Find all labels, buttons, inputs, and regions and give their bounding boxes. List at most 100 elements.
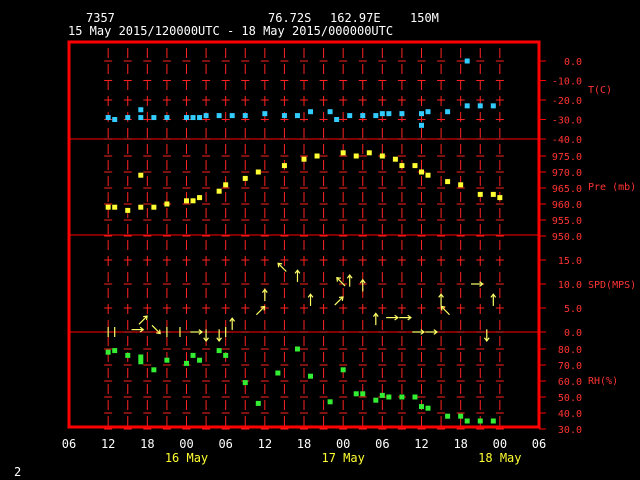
temperature-series: [105, 58, 496, 128]
wind-arrowhead: [438, 293, 444, 298]
pressure-point: [314, 153, 320, 159]
x-tick-label: 18: [453, 437, 467, 451]
pressure-point: [419, 169, 424, 175]
rh-point: [373, 397, 379, 403]
wind-arrowhead: [198, 329, 204, 335]
rh-point: [242, 380, 248, 386]
rh-point: [353, 391, 359, 397]
temp-point: [112, 117, 118, 122]
temp-point: [425, 109, 431, 115]
x-tick-label: 12: [414, 437, 428, 451]
y-tick-label: 5.0: [564, 304, 582, 315]
panel-label-temp: T(C): [588, 85, 612, 96]
rh-point: [223, 352, 229, 358]
wind-arrowhead: [359, 278, 366, 284]
rh-point: [112, 348, 118, 354]
rh-point: [379, 392, 385, 398]
temp-point: [490, 103, 496, 109]
pressure-point: [340, 150, 346, 156]
temp-point: [334, 117, 340, 122]
temp-point: [308, 109, 314, 115]
panel-label-rh: RH(%): [588, 376, 618, 387]
pressure-point: [477, 191, 483, 197]
pressure-point: [216, 188, 222, 194]
y-tick-labels: 0.0 -10.0 -20.0 -30.0 -40.0 T(C) 975.0 970.0 965…: [539, 57, 636, 436]
y-tick-label: 30.0: [558, 425, 582, 436]
temp-point: [294, 113, 300, 119]
pressure-point: [125, 207, 131, 213]
pressure-point: [197, 195, 203, 201]
station-height: 150M: [410, 11, 439, 25]
pressure-point: [164, 201, 170, 207]
wind-arrow: [334, 296, 344, 306]
pressure-point: [281, 163, 287, 169]
temp-point: [164, 115, 170, 121]
pressure-series: [105, 150, 503, 213]
x-tick-label: 06: [218, 437, 232, 451]
pressure-point: [190, 198, 196, 204]
y-tick-label: 50.0: [558, 393, 582, 404]
temp-point: [184, 115, 189, 121]
y-tick-label: 0.0: [564, 57, 582, 68]
pressure-point: [301, 156, 307, 162]
day-label: 18 May: [478, 451, 521, 465]
y-tick-label: 975.0: [552, 152, 582, 163]
rh-point: [275, 370, 281, 376]
rh-point: [490, 418, 496, 424]
wind-arrowhead: [372, 312, 379, 317]
grid-lines: [69, 48, 539, 430]
rh-point: [216, 348, 222, 354]
rh-point: [184, 360, 189, 366]
temp-point: [229, 113, 235, 119]
pressure-point: [366, 150, 372, 156]
temp-point: [399, 111, 405, 117]
pressure-point: [242, 175, 248, 181]
temp-point: [327, 109, 333, 115]
temp-point: [373, 113, 379, 119]
wind-arrow: [255, 306, 266, 316]
wind-series: [107, 262, 497, 343]
y-tick-label: 955.0: [552, 216, 582, 227]
plot-frame: [67, 40, 541, 429]
wind-arrowhead: [407, 314, 412, 321]
temp-point: [242, 113, 248, 119]
x-tick-label: 00: [336, 437, 350, 451]
temp-point: [386, 111, 392, 117]
pressure-point: [425, 172, 431, 178]
rh-point: [445, 413, 451, 419]
wind-arrow: [277, 262, 287, 272]
rh-point: [360, 391, 366, 397]
rh-point: [294, 346, 300, 352]
wind-arrow: [336, 277, 346, 287]
wind-arrowhead: [229, 317, 236, 322]
rh-point: [412, 394, 418, 400]
temp-point: [464, 103, 470, 109]
wind-arrowhead: [338, 296, 344, 301]
rh-point: [425, 405, 431, 411]
y-tick-label: 965.0: [552, 184, 582, 195]
temp-point: [360, 113, 366, 119]
wind-arrowhead: [260, 305, 266, 311]
rh-point: [151, 367, 157, 373]
temp-point: [216, 113, 222, 119]
rh-point: [255, 400, 261, 406]
y-tick-label: 950.0: [552, 232, 582, 243]
wind-arrowhead: [139, 326, 145, 333]
temp-point: [151, 115, 157, 121]
x-tick-label: 00: [493, 437, 507, 451]
station-id: 7357: [86, 11, 115, 25]
rh-point: [419, 404, 424, 410]
pressure-point: [353, 153, 359, 159]
time-period: 15 May 2015/120000UTC - 18 May 2015/0000…: [68, 24, 394, 38]
rh-point: [164, 357, 170, 363]
pressure-point: [105, 204, 111, 210]
temp-point: [419, 111, 424, 117]
page-number: 2: [14, 465, 22, 479]
wind-arrowhead: [479, 281, 484, 287]
temp-point: [445, 109, 451, 115]
x-tick-labels: 06 12 18 00 06 12 18 00 06 12 18 00 06 16 May 17 May 18…: [62, 437, 546, 465]
rh-point: [399, 394, 405, 400]
y-tick-label: 60.0: [558, 377, 582, 388]
